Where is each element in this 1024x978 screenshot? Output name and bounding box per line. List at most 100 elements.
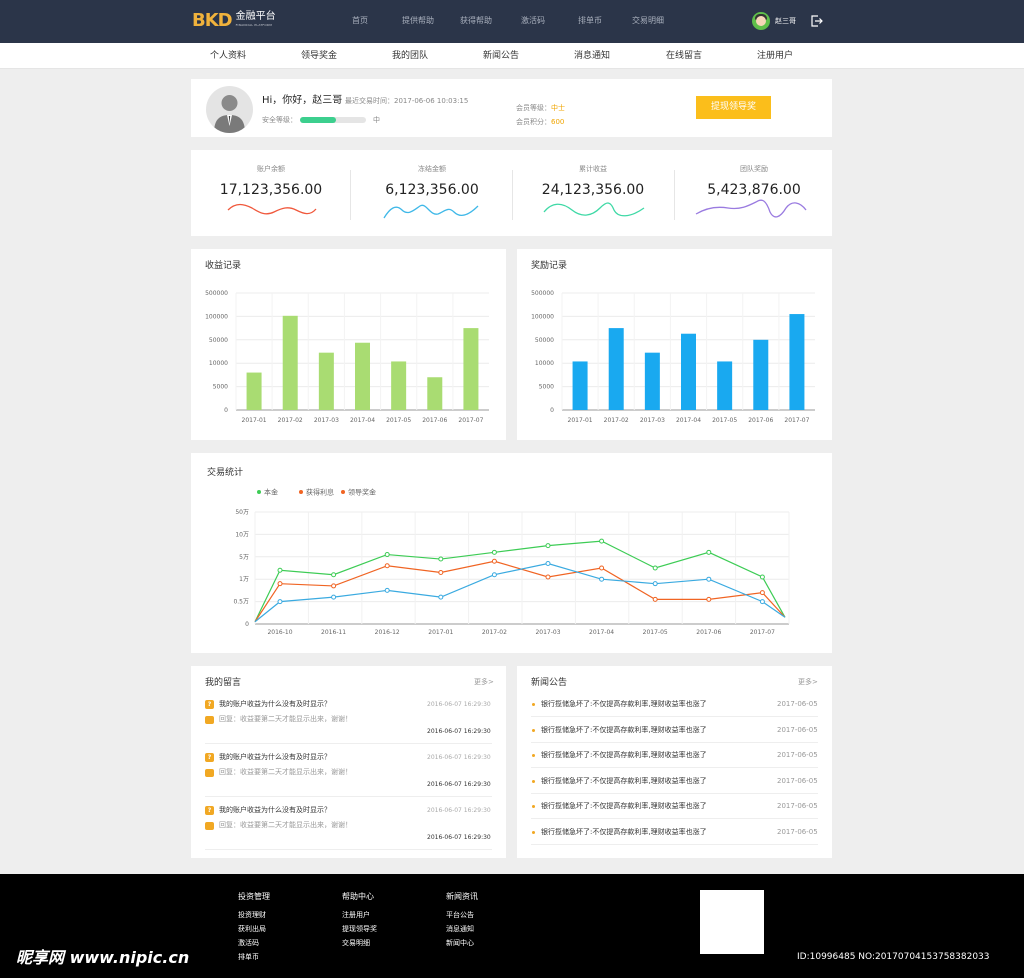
qr-code: [700, 890, 764, 954]
x-tick-label: 2017-03: [314, 417, 339, 424]
news-item-title[interactable]: 银行揽储急坏了:不仅提高存款利率,理财收益率也涨了: [541, 802, 707, 810]
reward-chart-card: [517, 249, 832, 440]
data-point: [384, 587, 390, 593]
question-icon: ?: [205, 806, 214, 815]
x-tick-label: 2017-04: [589, 629, 614, 636]
news-item-title[interactable]: 银行揽储急坏了:不仅提高存款利率,理财收益率也涨了: [541, 751, 707, 759]
subnav-news[interactable]: 新闻公告: [483, 51, 520, 61]
series-line: [254, 540, 786, 623]
stat-total-income: 累计收益 24,123,356.00: [513, 165, 673, 199]
nav-get-help[interactable]: 获得帮助: [460, 16, 492, 25]
stat-value: 5,423,876.00: [707, 182, 801, 198]
footer-link[interactable]: 新闻中心: [446, 939, 474, 947]
sparkline-team: [695, 199, 807, 218]
divider: [512, 170, 513, 220]
logo-text: BKD: [192, 10, 233, 31]
footer-link[interactable]: 平台公告: [446, 911, 474, 919]
news-item-title[interactable]: 银行揽储急坏了:不仅提高存款利率,理财收益率也涨了: [541, 700, 707, 708]
stat-value: 17,123,356.00: [219, 182, 323, 198]
last-trade-time: 最近交易时间：2017-06-06 10:03:15: [345, 97, 469, 105]
bar: [608, 328, 624, 410]
data-point: [545, 543, 551, 549]
legend-label: 本金: [264, 488, 278, 497]
footer-link[interactable]: 注册用户: [342, 911, 370, 919]
y-tick-label: 0: [224, 407, 228, 414]
brand-subtitle: FINANCIAL PLATFORM: [235, 23, 272, 27]
x-tick-label: 2017-04: [676, 417, 701, 424]
reward-bar-chart: 0 5000 10000 50000 100000 500000 2017-01 2017-0…: [531, 290, 815, 424]
message-question[interactable]: 我的账户收益为什么没有及时显示？: [219, 753, 331, 761]
data-point: [652, 596, 658, 602]
user-avatar[interactable]: [752, 12, 770, 30]
message-question[interactable]: 我的账户收益为什么没有及时显示？: [219, 700, 331, 708]
footer-link[interactable]: 投资理财: [238, 911, 266, 919]
news-item-title[interactable]: 银行揽储急坏了:不仅提高存款利率,理财收益率也涨了: [541, 827, 707, 836]
footer-link[interactable]: 提现领导奖: [342, 925, 377, 933]
security-progress-fill: [300, 117, 337, 123]
x-tick-label: 2017-03: [535, 629, 560, 636]
data-point: [759, 574, 765, 580]
legend-dot: [257, 490, 261, 494]
data-point: [759, 599, 765, 605]
top-navbar: [0, 0, 1024, 43]
x-tick-label: 2017-01: [568, 417, 593, 424]
y-tick-label: 50000: [535, 337, 554, 344]
nav-activation-code[interactable]: 激活码: [521, 16, 545, 25]
x-tick-label: 2017-01: [428, 629, 453, 636]
data-point: [545, 561, 551, 567]
footer-link[interactable]: 交易明细: [342, 939, 370, 947]
messages-more-link[interactable]: 更多>: [474, 678, 494, 686]
series-line: [254, 560, 786, 623]
subnav-my-team[interactable]: 我的团队: [392, 51, 429, 61]
bullet-icon: [532, 830, 535, 834]
nav-order-coin[interactable]: 排单币: [578, 16, 602, 25]
nav-provide-help[interactable]: 提供帮助: [402, 16, 434, 25]
news-more-link[interactable]: 更多>: [798, 678, 818, 686]
brand-logo[interactable]: BKD 金融平台 FINANCIAL PLATFORM: [192, 9, 276, 33]
member-level: 中士: [551, 104, 565, 112]
bar: [572, 361, 588, 410]
divider: [531, 716, 818, 717]
y-tick-label: 0.5万: [233, 599, 249, 606]
subnav-messages[interactable]: 在线留言: [666, 51, 703, 61]
data-point: [545, 574, 551, 580]
data-point: [331, 572, 337, 578]
message-reply-time: 2016-06-07 16:29:30: [427, 781, 491, 788]
nav-transactions[interactable]: 交易明细: [632, 16, 664, 25]
chart-title: 收益记录: [205, 261, 242, 271]
nav-home[interactable]: 首页: [352, 16, 368, 25]
footer-link[interactable]: 排单币: [238, 953, 259, 961]
x-tick-label: 2017-07: [750, 629, 775, 636]
divider: [205, 796, 492, 797]
message-reply: 回复：收益要第二天才能显示出来，谢谢！: [219, 715, 352, 723]
footer-link[interactable]: 获利出局: [238, 925, 266, 933]
logout-icon[interactable]: [810, 14, 824, 28]
data-point: [599, 538, 605, 544]
data-point: [384, 552, 390, 558]
user-name[interactable]: 赵三哥: [775, 17, 796, 25]
x-tick-label: 2017-05: [643, 629, 668, 636]
x-tick-label: 2017-05: [712, 417, 737, 424]
withdraw-bonus-button[interactable]: 提现领导奖: [696, 96, 771, 119]
watermark-id: ID:10996485 NO:20170704153758382033: [797, 952, 990, 962]
bar: [355, 342, 370, 410]
subnav-profile[interactable]: 个人资料: [210, 51, 247, 61]
footer-heading: 新闻资讯: [446, 892, 478, 901]
bar: [463, 328, 479, 410]
bar: [753, 339, 769, 410]
news-item-title[interactable]: 银行揽储急坏了:不仅提高存款利率,理财收益率也涨了: [541, 776, 707, 785]
subnav-leader-bonus[interactable]: 领导奖金: [301, 51, 338, 61]
subnav-register[interactable]: 注册用户: [757, 51, 794, 61]
message-question[interactable]: 我的账户收益为什么没有及时显示？: [219, 806, 331, 814]
stat-team-reward: 团队奖励 5,423,876.00: [674, 165, 834, 199]
y-tick-label: 100000: [205, 313, 228, 320]
bar: [282, 315, 298, 410]
footer-link[interactable]: 消息通知: [446, 925, 474, 933]
news-item-title[interactable]: 银行揽储急坏了:不仅提高存款利率,理财收益率也涨了: [541, 725, 707, 734]
news-item-date: 2017-06-05: [777, 827, 818, 836]
data-point: [652, 581, 658, 587]
footer-link[interactable]: 激活码: [238, 939, 259, 947]
legend-dot: [341, 490, 345, 494]
sparkline-balance: [227, 203, 317, 215]
subnav-notifications[interactable]: 消息通知: [574, 51, 611, 61]
